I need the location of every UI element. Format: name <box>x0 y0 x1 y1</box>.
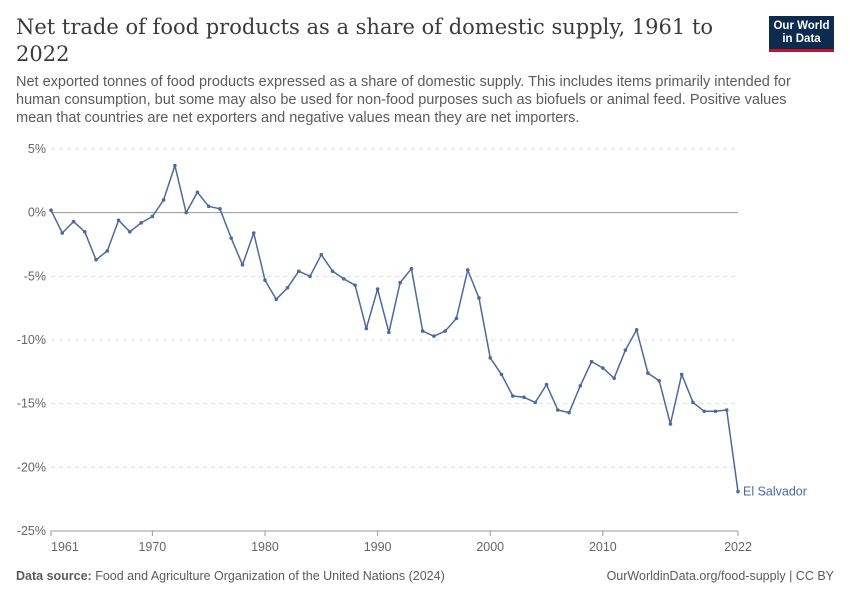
data-point <box>691 400 695 405</box>
data-point <box>454 316 459 321</box>
data-point <box>646 371 650 375</box>
data-point <box>60 231 65 235</box>
series-label: El Salvador <box>743 485 807 499</box>
data-point <box>522 395 526 400</box>
chart-title: Net trade of food products as a share of… <box>16 15 714 66</box>
data-point <box>398 280 402 285</box>
data-point <box>195 190 200 195</box>
y-tick-label: -10% <box>17 333 46 347</box>
data-point <box>465 268 470 272</box>
x-tick-label: 1961 <box>51 540 79 554</box>
data-point <box>330 269 335 274</box>
series-layer: El Salvador <box>49 163 807 499</box>
data-point <box>510 394 515 398</box>
data-point <box>173 163 177 168</box>
data-point <box>409 266 414 271</box>
data-point <box>319 252 324 257</box>
chart-subtitle: Net exported tonnes of food products exp… <box>16 74 791 126</box>
data-point <box>285 285 290 290</box>
y-tick-label: -20% <box>17 460 46 474</box>
series-line <box>50 164 739 492</box>
data-point <box>499 372 504 377</box>
data-point <box>206 204 211 209</box>
data-point <box>308 274 312 279</box>
owid-logo[interactable]: Our World in Data <box>769 16 834 52</box>
data-point <box>488 356 493 360</box>
y-tick-label: -15% <box>17 397 46 411</box>
y-tick-label: -25% <box>17 524 46 538</box>
x-tick-label: 1970 <box>138 540 166 554</box>
data-point <box>736 489 740 494</box>
data-point <box>150 214 155 219</box>
data-point <box>420 329 425 333</box>
data-point <box>713 409 718 414</box>
data-point <box>556 408 560 412</box>
data-point <box>296 269 301 274</box>
data-source-label: Data source: <box>16 569 92 583</box>
data-point <box>274 297 279 302</box>
data-point <box>128 229 132 234</box>
data-point <box>724 408 729 412</box>
data-point <box>601 366 605 370</box>
data-point <box>477 296 481 300</box>
data-point <box>589 359 594 364</box>
data-point <box>139 221 143 225</box>
data-point <box>71 219 76 224</box>
data-point <box>657 378 661 383</box>
data-point <box>161 198 166 202</box>
data-point <box>218 207 222 211</box>
data-point <box>82 229 87 234</box>
data-point <box>634 328 639 332</box>
data-point <box>544 382 549 387</box>
data-point <box>184 210 188 215</box>
x-tick-label: 2010 <box>589 540 617 554</box>
data-point <box>229 236 233 240</box>
y-tick-label: 5% <box>28 142 46 156</box>
data-point <box>578 384 583 388</box>
data-point <box>432 334 436 338</box>
data-point <box>702 409 707 414</box>
y-tick-label: -5% <box>24 269 46 283</box>
data-point <box>364 326 369 331</box>
grid-layer <box>51 148 738 532</box>
credit-link[interactable]: OurWorldinData.org/food-supply | CC BY <box>606 569 834 583</box>
data-point <box>263 278 267 282</box>
data-point <box>116 218 121 223</box>
data-point <box>105 249 110 253</box>
logo-line-1: Our World <box>773 20 830 32</box>
data-point <box>679 372 684 377</box>
data-point <box>668 422 673 426</box>
y-axis-ticks: 5% 0% -5% -10% -15% -20% -25% <box>17 142 46 538</box>
data-point <box>623 348 628 352</box>
x-tick-label: 2022 <box>724 540 752 554</box>
logo-line-2: in Data <box>782 33 821 45</box>
data-point <box>49 208 53 212</box>
data-point <box>251 231 256 235</box>
data-point <box>94 257 98 262</box>
data-point <box>612 376 616 381</box>
data-point <box>353 283 357 288</box>
data-source: Data source: Food and Agriculture Organi… <box>16 569 445 583</box>
data-point <box>375 287 380 291</box>
data-point <box>342 277 346 281</box>
data-point <box>533 400 538 405</box>
x-tick-label: 2000 <box>476 540 504 554</box>
data-point <box>387 330 391 335</box>
data-point <box>240 263 245 267</box>
y-tick-label: 0% <box>28 206 46 220</box>
x-tick-label: 1980 <box>251 540 279 554</box>
data-point <box>443 329 447 333</box>
data-source-text: Food and Agriculture Organization of the… <box>95 569 445 583</box>
x-axis-ticks: 1961 1970 1980 1990 2000 2010 2022 <box>50 530 752 554</box>
x-tick-label: 1990 <box>364 540 392 554</box>
data-point <box>567 410 571 415</box>
line-chart: 5% 0% -5% -10% -15% -20% -25% 1961 1970 1980 1990… <box>17 142 807 554</box>
